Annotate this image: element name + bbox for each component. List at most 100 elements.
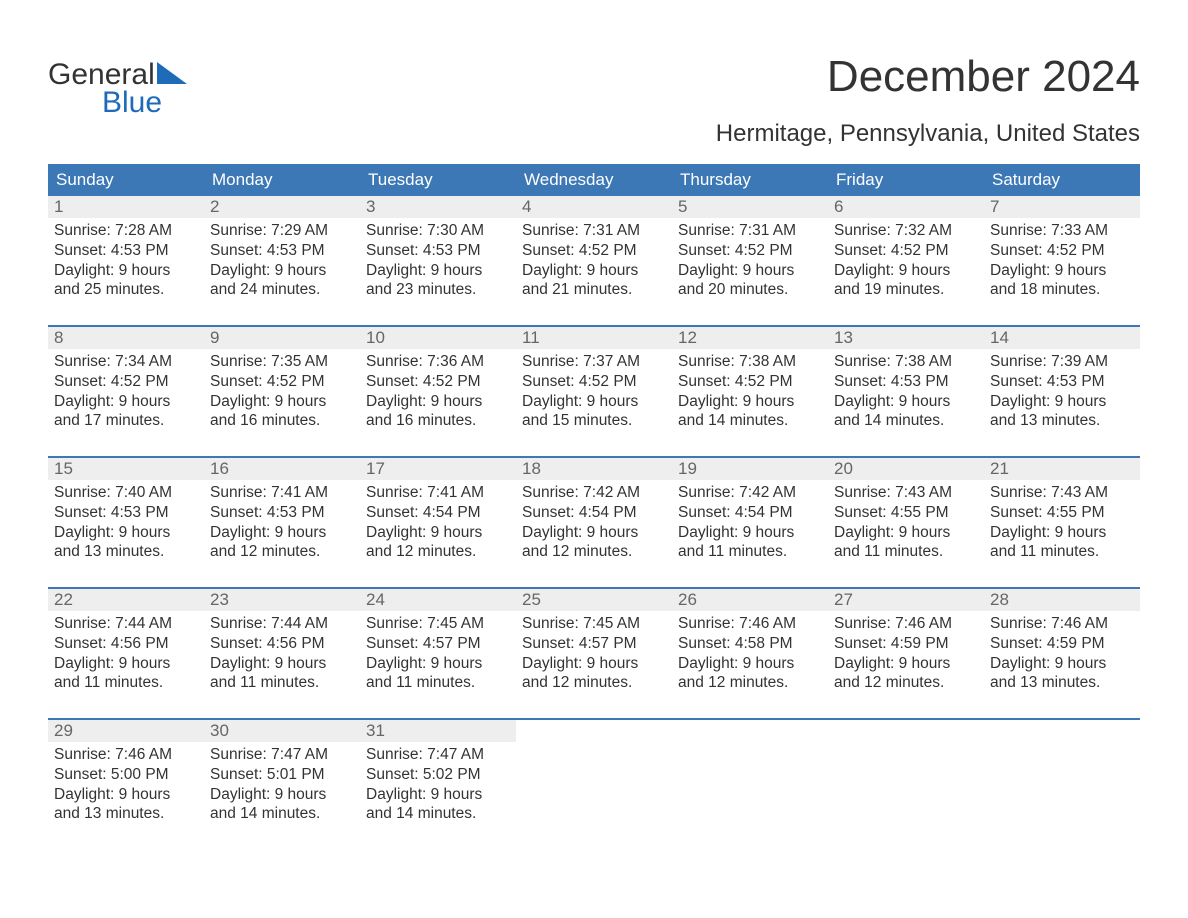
day-details: Sunrise: 7:35 AMSunset: 4:52 PMDaylight:… [204,349,360,431]
day-number: 10 [360,327,516,349]
day-d2: and 12 minutes. [678,673,822,693]
day-cell: 26Sunrise: 7:46 AMSunset: 4:58 PMDayligh… [672,589,828,719]
day-cell: 17Sunrise: 7:41 AMSunset: 4:54 PMDayligh… [360,458,516,588]
day-cell: 31Sunrise: 7:47 AMSunset: 5:02 PMDayligh… [360,720,516,850]
day-sunset: Sunset: 4:58 PM [678,634,822,654]
day-d2: and 12 minutes. [522,542,666,562]
day-sunrise: Sunrise: 7:37 AM [522,352,666,372]
day-d2: and 21 minutes. [522,280,666,300]
day-d2: and 18 minutes. [990,280,1134,300]
day-cell: 19Sunrise: 7:42 AMSunset: 4:54 PMDayligh… [672,458,828,588]
day-d1: Daylight: 9 hours [522,654,666,674]
day-sunrise: Sunrise: 7:40 AM [54,483,198,503]
day-number: 30 [204,720,360,742]
day-header: Sunday [48,164,204,196]
week-row: 29Sunrise: 7:46 AMSunset: 5:00 PMDayligh… [48,720,1140,850]
day-sunrise: Sunrise: 7:29 AM [210,221,354,241]
day-cell: 20Sunrise: 7:43 AMSunset: 4:55 PMDayligh… [828,458,984,588]
day-sunrise: Sunrise: 7:39 AM [990,352,1134,372]
day-details: Sunrise: 7:32 AMSunset: 4:52 PMDaylight:… [828,218,984,300]
day-sunset: Sunset: 4:52 PM [678,241,822,261]
day-d1: Daylight: 9 hours [366,654,510,674]
day-d2: and 11 minutes. [990,542,1134,562]
day-sunrise: Sunrise: 7:38 AM [834,352,978,372]
day-d1: Daylight: 9 hours [210,392,354,412]
day-cell: 11Sunrise: 7:37 AMSunset: 4:52 PMDayligh… [516,327,672,457]
day-cell: 5Sunrise: 7:31 AMSunset: 4:52 PMDaylight… [672,196,828,326]
day-sunrise: Sunrise: 7:31 AM [678,221,822,241]
day-sunset: Sunset: 4:59 PM [834,634,978,654]
day-sunset: Sunset: 4:52 PM [522,241,666,261]
day-sunset: Sunset: 4:54 PM [678,503,822,523]
day-d2: and 11 minutes. [834,542,978,562]
day-details: Sunrise: 7:46 AMSunset: 4:59 PMDaylight:… [828,611,984,693]
day-d2: and 19 minutes. [834,280,978,300]
day-d2: and 16 minutes. [210,411,354,431]
day-cell: 28Sunrise: 7:46 AMSunset: 4:59 PMDayligh… [984,589,1140,719]
day-number: 24 [360,589,516,611]
day-sunrise: Sunrise: 7:43 AM [990,483,1134,503]
day-details: Sunrise: 7:36 AMSunset: 4:52 PMDaylight:… [360,349,516,431]
day-sunrise: Sunrise: 7:30 AM [366,221,510,241]
day-d1: Daylight: 9 hours [522,523,666,543]
day-cell: 9Sunrise: 7:35 AMSunset: 4:52 PMDaylight… [204,327,360,457]
day-d1: Daylight: 9 hours [366,523,510,543]
header: General Blue December 2024 Hermitage, Pe… [48,30,1140,158]
day-d1: Daylight: 9 hours [54,523,198,543]
day-cell: 21Sunrise: 7:43 AMSunset: 4:55 PMDayligh… [984,458,1140,588]
day-d2: and 20 minutes. [678,280,822,300]
title-block: December 2024 Hermitage, Pennsylvania, U… [716,30,1140,158]
day-d1: Daylight: 9 hours [54,654,198,674]
day-header-row: SundayMondayTuesdayWednesdayThursdayFrid… [48,164,1140,196]
day-details: Sunrise: 7:41 AMSunset: 4:54 PMDaylight:… [360,480,516,562]
day-details: Sunrise: 7:38 AMSunset: 4:53 PMDaylight:… [828,349,984,431]
day-details: Sunrise: 7:37 AMSunset: 4:52 PMDaylight:… [516,349,672,431]
day-number: 31 [360,720,516,742]
day-cell: 15Sunrise: 7:40 AMSunset: 4:53 PMDayligh… [48,458,204,588]
day-number: 17 [360,458,516,480]
day-number: 11 [516,327,672,349]
day-sunset: Sunset: 4:52 PM [522,372,666,392]
day-details: Sunrise: 7:46 AMSunset: 4:58 PMDaylight:… [672,611,828,693]
day-sunset: Sunset: 4:59 PM [990,634,1134,654]
day-number: 8 [48,327,204,349]
day-cell [984,720,1140,850]
day-sunset: Sunset: 4:53 PM [54,503,198,523]
day-number: 3 [360,196,516,218]
day-cell: 10Sunrise: 7:36 AMSunset: 4:52 PMDayligh… [360,327,516,457]
day-cell: 25Sunrise: 7:45 AMSunset: 4:57 PMDayligh… [516,589,672,719]
day-number: 21 [984,458,1140,480]
day-details: Sunrise: 7:30 AMSunset: 4:53 PMDaylight:… [360,218,516,300]
day-d1: Daylight: 9 hours [834,523,978,543]
day-cell: 22Sunrise: 7:44 AMSunset: 4:56 PMDayligh… [48,589,204,719]
day-d2: and 13 minutes. [54,804,198,824]
day-d2: and 13 minutes. [990,411,1134,431]
day-sunrise: Sunrise: 7:32 AM [834,221,978,241]
day-sunset: Sunset: 4:57 PM [522,634,666,654]
day-cell: 30Sunrise: 7:47 AMSunset: 5:01 PMDayligh… [204,720,360,850]
day-cell [672,720,828,850]
day-d2: and 25 minutes. [54,280,198,300]
day-details: Sunrise: 7:43 AMSunset: 4:55 PMDaylight:… [828,480,984,562]
day-number: 20 [828,458,984,480]
day-cell: 13Sunrise: 7:38 AMSunset: 4:53 PMDayligh… [828,327,984,457]
day-number: 22 [48,589,204,611]
day-sunrise: Sunrise: 7:44 AM [210,614,354,634]
day-number: 2 [204,196,360,218]
day-number: 4 [516,196,672,218]
day-details: Sunrise: 7:39 AMSunset: 4:53 PMDaylight:… [984,349,1140,431]
day-cell: 16Sunrise: 7:41 AMSunset: 4:53 PMDayligh… [204,458,360,588]
day-sunrise: Sunrise: 7:46 AM [834,614,978,634]
day-d1: Daylight: 9 hours [990,523,1134,543]
day-number: 28 [984,589,1140,611]
day-sunset: Sunset: 4:52 PM [990,241,1134,261]
day-cell: 8Sunrise: 7:34 AMSunset: 4:52 PMDaylight… [48,327,204,457]
day-details: Sunrise: 7:47 AMSunset: 5:02 PMDaylight:… [360,742,516,824]
day-cell: 7Sunrise: 7:33 AMSunset: 4:52 PMDaylight… [984,196,1140,326]
day-d1: Daylight: 9 hours [210,785,354,805]
day-number: 23 [204,589,360,611]
week-row: 8Sunrise: 7:34 AMSunset: 4:52 PMDaylight… [48,327,1140,457]
day-d1: Daylight: 9 hours [678,392,822,412]
day-d2: and 24 minutes. [210,280,354,300]
day-sunrise: Sunrise: 7:47 AM [210,745,354,765]
